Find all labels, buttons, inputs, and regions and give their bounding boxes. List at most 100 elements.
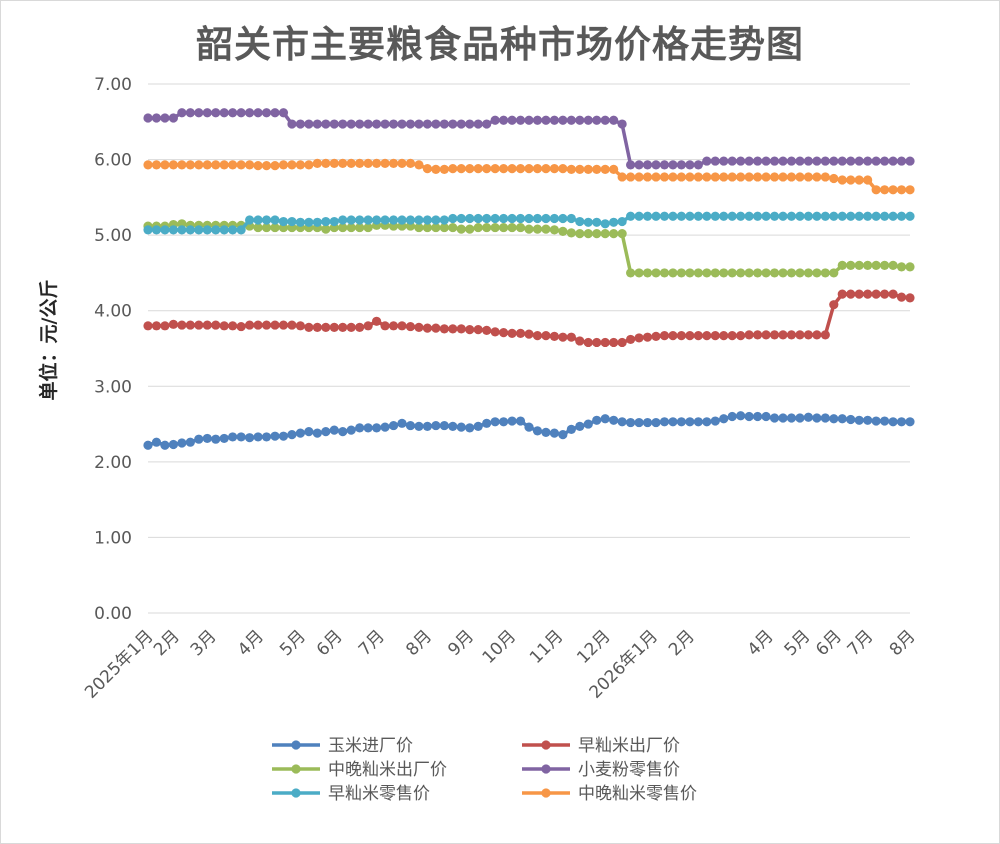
data-point <box>558 164 568 174</box>
data-point <box>769 156 780 166</box>
data-point <box>532 426 543 436</box>
data-point <box>896 156 907 166</box>
data-point <box>736 268 746 278</box>
data-point <box>863 211 873 221</box>
data-point <box>719 156 729 166</box>
data-point <box>346 119 356 129</box>
legend-marker <box>291 764 301 774</box>
data-point <box>642 268 653 278</box>
data-point <box>253 161 263 171</box>
data-point <box>397 418 407 428</box>
data-point <box>177 320 187 330</box>
data-point <box>194 160 204 170</box>
data-point <box>575 216 585 227</box>
legend-marker <box>541 740 551 750</box>
x-tick-label: 8月 <box>886 626 920 660</box>
legend-marker <box>541 764 551 774</box>
data-point <box>363 423 373 433</box>
data-point <box>465 213 475 224</box>
data-point <box>211 434 221 444</box>
data-point <box>888 156 898 166</box>
y-tick-label: 1.00 <box>94 528 132 548</box>
data-point <box>338 215 348 225</box>
data-point <box>194 225 204 235</box>
data-point <box>312 217 322 227</box>
legend-marker <box>541 788 551 798</box>
data-point <box>473 164 483 174</box>
data-point <box>507 328 517 338</box>
data-point <box>270 320 280 330</box>
data-point <box>753 268 763 278</box>
data-point <box>676 417 687 427</box>
data-point <box>558 226 568 236</box>
series-2 <box>143 289 915 348</box>
data-point <box>600 229 610 239</box>
data-point <box>583 217 593 227</box>
data-point <box>490 115 500 125</box>
data-point <box>414 222 424 233</box>
data-point <box>837 175 847 185</box>
data-point <box>820 330 830 340</box>
data-point <box>786 330 797 340</box>
data-point <box>143 160 153 170</box>
data-point <box>278 108 289 118</box>
data-point <box>202 160 212 170</box>
legend-label: 早籼米零售价 <box>328 784 430 804</box>
data-point <box>626 211 636 221</box>
data-point <box>871 211 881 221</box>
data-point <box>905 156 915 166</box>
data-point <box>515 164 526 174</box>
data-point <box>532 331 543 341</box>
data-point <box>168 113 178 123</box>
data-point <box>566 115 576 125</box>
data-point <box>778 172 788 182</box>
data-point <box>524 224 534 234</box>
data-point <box>380 215 390 225</box>
data-point <box>253 215 263 225</box>
data-point <box>236 321 246 332</box>
data-point <box>880 416 890 426</box>
data-point <box>863 175 873 185</box>
data-point <box>261 215 272 225</box>
data-point <box>583 337 593 348</box>
data-point <box>422 119 432 129</box>
data-point <box>202 108 212 118</box>
data-point <box>803 412 814 422</box>
data-point <box>151 113 162 123</box>
data-point <box>414 160 424 170</box>
data-point <box>507 213 517 224</box>
data-point <box>405 158 416 168</box>
data-point <box>549 164 560 174</box>
data-point <box>846 211 856 221</box>
data-point <box>329 158 339 168</box>
x-tick-label: 4月 <box>234 626 268 660</box>
data-point <box>490 327 500 337</box>
data-point <box>515 222 526 233</box>
y-tick-label: 2.00 <box>94 453 132 473</box>
data-point <box>558 332 568 342</box>
data-point <box>583 115 593 125</box>
legend-label: 小麦粉零售价 <box>578 760 680 780</box>
data-point <box>651 172 661 182</box>
data-point <box>727 331 737 341</box>
data-point <box>482 325 492 335</box>
data-point <box>431 323 441 333</box>
data-point <box>702 172 712 182</box>
data-point <box>846 414 856 425</box>
data-point <box>473 421 483 431</box>
data-point <box>388 215 399 225</box>
data-point <box>719 268 729 278</box>
data-point <box>295 428 305 438</box>
data-point <box>363 321 373 331</box>
data-point <box>168 319 178 329</box>
data-point <box>143 113 153 123</box>
data-point <box>642 332 653 342</box>
data-point <box>659 160 670 170</box>
x-tick-label: 2月 <box>150 626 184 660</box>
data-point <box>219 433 229 444</box>
data-point <box>160 225 170 235</box>
data-point <box>888 211 898 221</box>
data-point <box>405 420 416 431</box>
